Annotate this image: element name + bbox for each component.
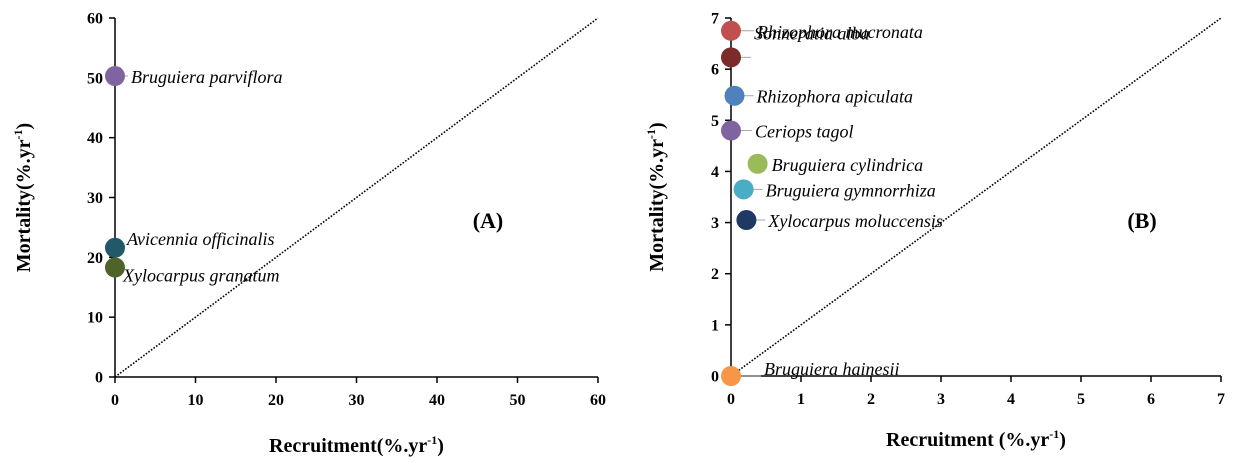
chart-panel-a: 0 10 20 30 40 50 60 0 10 20 30 40 50 60 Recruitment(%.… [11, 11, 606, 458]
x-tick-label: 5 [1077, 391, 1085, 408]
data-point-label: Sonneratia alba [754, 23, 870, 43]
data-point [724, 85, 745, 106]
data-point-label: Rhizophora apiculata [756, 87, 914, 107]
x-tick-label: 0 [727, 391, 735, 408]
x-tick-label: 2 [867, 391, 875, 408]
x-tick-label: 4 [1007, 391, 1015, 408]
y-tick-label: 40 [87, 130, 103, 147]
x-tick-label: 50 [510, 392, 526, 409]
x-tick-label: 3 [937, 391, 945, 408]
data-point-label: Avicennia officinalis [126, 229, 274, 249]
x-tick-label: 30 [349, 392, 365, 409]
x-tick-label: 1 [797, 391, 805, 408]
data-point [105, 257, 125, 278]
x-axis-label: Recruitment(%.yr-1) [269, 433, 444, 457]
x-tick-label: 60 [590, 392, 606, 409]
y-axis-label: Mortality(%.yr-1) [11, 123, 35, 272]
y-tick-label: 50 [87, 70, 103, 87]
y-tick-label: 5 [711, 113, 719, 130]
one-to-one-reference-line [114, 17, 599, 378]
x-tick-label: 0 [111, 392, 119, 409]
y-axis-label: Mortality(%.yr-1) [644, 122, 668, 271]
y-tick-label: 10 [87, 310, 103, 327]
y-tick-label: 1 [711, 317, 719, 334]
data-point-label: Bruguiera hainesii [764, 359, 900, 379]
panel-label: (B) [1127, 208, 1156, 233]
data-point-label: Xylocarpus granatum [122, 266, 280, 286]
y-tick-label: 0 [711, 369, 719, 386]
data-point-label: Bruguiera parviflora [131, 67, 283, 87]
y-tick-label: 4 [711, 164, 719, 181]
data-point-label: Rhizophora mucronata [756, 22, 923, 42]
data-point-label: Xylocarpus moluccensis [767, 211, 942, 231]
data-point [105, 237, 125, 258]
y-tick-label: 3 [711, 215, 719, 232]
y-tick-label: 30 [87, 190, 103, 207]
data-point-label: Ceriops tagol [755, 122, 854, 142]
x-tick-label: 10 [188, 392, 204, 409]
x-tick-label: 7 [1217, 391, 1225, 408]
data-point [721, 366, 741, 386]
data-point [721, 120, 741, 141]
data-point-label: Bruguiera gymnorrhiza [766, 180, 936, 200]
data-point [721, 47, 741, 68]
one-to-one-reference-line [730, 17, 1222, 377]
data-point-label: Bruguiera cylindrica [772, 155, 923, 175]
y-tick-label: 60 [87, 11, 103, 28]
y-tick-label: 20 [87, 250, 103, 267]
panel-label: (A) [473, 208, 504, 233]
y-tick-label: 2 [711, 266, 719, 283]
y-tick-label: 0 [95, 370, 103, 387]
y-tick-label: 6 [711, 62, 719, 79]
data-point [733, 179, 754, 200]
y-tick-label: 7 [711, 11, 719, 28]
data-point [721, 20, 741, 41]
x-tick-label: 6 [1147, 391, 1155, 408]
data-point [105, 66, 125, 87]
x-tick-label: 40 [429, 392, 445, 409]
x-tick-label: 20 [268, 392, 284, 409]
data-point [736, 210, 757, 231]
x-axis-label: Recruitment (%.yr-1) [886, 427, 1066, 451]
chart-panel-b: 0 1 2 3 4 5 6 7 0 1 2 3 4 5 6 7 Recruitment (%.yr-1) Mort… [644, 11, 1225, 452]
data-point [747, 153, 768, 174]
